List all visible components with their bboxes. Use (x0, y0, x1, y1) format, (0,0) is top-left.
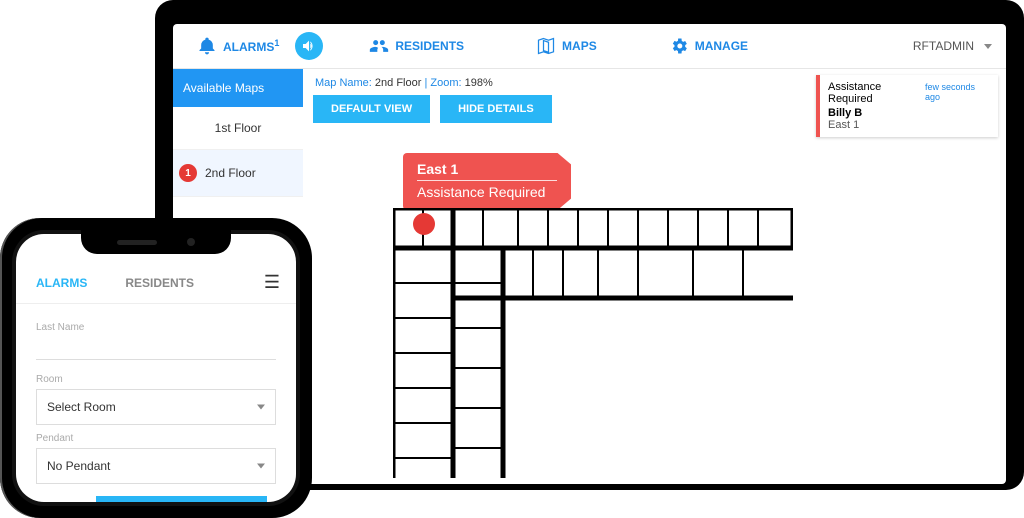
gears-icon (669, 36, 689, 56)
default-view-button[interactable]: DEFAULT VIEW (313, 95, 430, 123)
speaker-icon (301, 38, 317, 54)
lastname-label: Last Name (36, 322, 276, 333)
add-pendant-button[interactable]: ADD NEW PENDANT (96, 496, 267, 502)
phone-device: ALARMS RESIDENTS ☰ Last Name Room Select… (0, 218, 312, 518)
nav-residents[interactable]: RESIDENTS (359, 32, 474, 60)
map-meta: Map Name: 2nd Floor | Zoom: 198% (315, 77, 806, 89)
nav-alarms-count: 1 (274, 38, 279, 48)
bell-icon (197, 36, 217, 56)
map-canvas[interactable]: East 1 Assistance Required (313, 153, 806, 463)
map-zoom-value: 198% (465, 77, 493, 89)
floorplan-svg (393, 208, 793, 478)
nav-alarms[interactable]: ALARMS1 (187, 32, 289, 60)
map-marker-dot[interactable] (413, 213, 435, 235)
phone-tab-alarms[interactable]: ALARMS (32, 274, 91, 292)
map-buttons: DEFAULT VIEW HIDE DETAILS (313, 95, 806, 123)
alert-location: East 1 (828, 119, 990, 131)
people-icon (369, 36, 389, 56)
chevron-down-icon (984, 44, 992, 49)
hide-details-button[interactable]: HIDE DETAILS (440, 95, 552, 123)
floor-label: 1st Floor (215, 121, 262, 135)
room-label: Room (36, 374, 276, 385)
sound-toggle[interactable] (295, 32, 323, 60)
floor-item-2[interactable]: 1 2nd Floor (173, 150, 303, 197)
nav-maps-label: MAPS (562, 39, 597, 53)
map-zoom-label: Zoom: (430, 77, 461, 89)
alert-title: Assistance Required (828, 81, 925, 105)
lastname-input[interactable] (36, 333, 276, 360)
alert-card[interactable]: Assistance Required few seconds ago Bill… (816, 75, 998, 137)
floor-label: 2nd Floor (205, 166, 256, 180)
room-value: Select Room (47, 400, 116, 414)
alert-time: few seconds ago (925, 82, 990, 102)
alerts-panel: Assistance Required few seconds ago Bill… (816, 69, 1006, 484)
nav-manage[interactable]: MANAGE (659, 32, 758, 60)
pin-location: East 1 (417, 161, 557, 181)
nav-manage-label: MANAGE (695, 39, 748, 53)
nav-alarms-label: ALARMS (223, 40, 274, 54)
hamburger-icon[interactable]: ☰ (264, 272, 280, 293)
nav-residents-label: RESIDENTS (395, 39, 464, 53)
map-icon (536, 36, 556, 56)
map-name-label: Map Name: (315, 77, 372, 89)
floor-item-1[interactable]: 1st Floor (173, 107, 303, 150)
nav-maps[interactable]: MAPS (526, 32, 607, 60)
floor-alert-badge: 1 (179, 164, 197, 182)
chevron-down-icon (257, 464, 265, 469)
user-menu[interactable]: RFTADMIN (913, 39, 992, 53)
map-main: Map Name: 2nd Floor | Zoom: 198% DEFAULT… (303, 69, 816, 484)
pendant-label: Pendant (36, 433, 276, 444)
top-nav: ALARMS1 RESIDENTS MAPS MANAGE RFTADMIN (173, 24, 1006, 69)
phone-tabs: ALARMS RESIDENTS ☰ (16, 264, 296, 304)
alert-person: Billy B (828, 107, 990, 119)
map-name-value: 2nd Floor (375, 77, 421, 89)
phone-form: Last Name Room Select Room Pendant No Pe… (16, 304, 296, 502)
phone-notch (81, 230, 231, 254)
phone-tab-residents[interactable]: RESIDENTS (121, 274, 198, 292)
pendant-select[interactable]: No Pendant (36, 448, 276, 484)
user-label: RFTADMIN (913, 39, 974, 53)
chevron-down-icon (257, 405, 265, 410)
room-select[interactable]: Select Room (36, 389, 276, 425)
phone-screen: ALARMS RESIDENTS ☰ Last Name Room Select… (16, 234, 296, 502)
pin-status: Assistance Required (417, 184, 557, 200)
pendant-value: No Pendant (47, 459, 110, 473)
location-pin[interactable]: East 1 Assistance Required (403, 153, 571, 210)
sidebar-title: Available Maps (173, 69, 303, 107)
